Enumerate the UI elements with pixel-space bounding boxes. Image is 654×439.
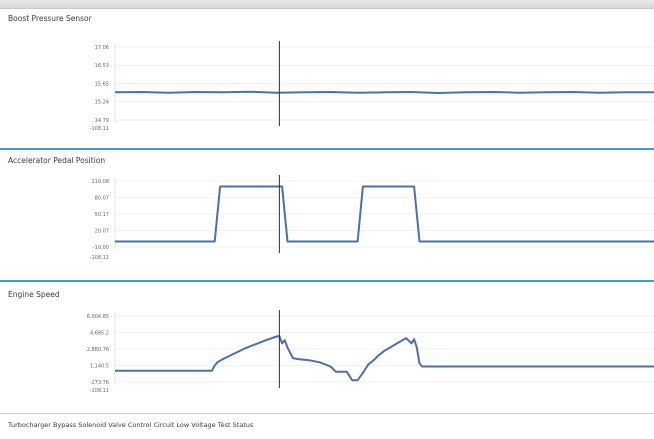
- y-tick-label: 15.24: [95, 100, 109, 106]
- y-tick-label: 15.65: [95, 81, 109, 87]
- y-tick-label: 80.07: [95, 195, 109, 201]
- y-tick-label: 110.08: [92, 179, 110, 185]
- engine-speed-title: Engine Speed: [8, 290, 60, 299]
- y-tick-label: 50.17: [95, 212, 109, 218]
- y-tick-label: 2,880.76: [87, 347, 109, 353]
- panel-separator-3: [0, 413, 654, 414]
- y-tick-label: -10.00: [93, 245, 109, 251]
- x-tick-label: -108.11: [90, 126, 109, 132]
- y-tick-label: 4,695.2: [90, 330, 109, 336]
- y-tick-label: 14.79: [95, 118, 109, 124]
- x-tick-label: -108.11: [90, 255, 109, 261]
- y-tick-label: 17.06: [95, 45, 109, 51]
- y-tick-label: 16.53: [95, 63, 109, 69]
- panel-separator-1: [0, 148, 654, 150]
- x-tick-label: -108.11: [90, 388, 109, 394]
- accelerator-pedal-title: Accelerator Pedal Position: [8, 156, 106, 165]
- y-tick-label: 20.07: [95, 228, 109, 234]
- y-tick-label: 6,004.85: [87, 314, 109, 320]
- series-line: [115, 185, 654, 243]
- series-line: [115, 335, 654, 382]
- series-line: [114, 90, 654, 94]
- y-tick-label: 1,140.5: [90, 363, 109, 369]
- boost-pressure-title: Boost Pressure Sensor: [8, 14, 92, 23]
- y-tick-label: -273.76: [90, 380, 109, 386]
- panel-separator-2: [0, 280, 654, 282]
- test-status-text: Turbocharger Bypass Solenoid Valve Contr…: [8, 421, 254, 429]
- window-top-bar: [0, 0, 654, 9]
